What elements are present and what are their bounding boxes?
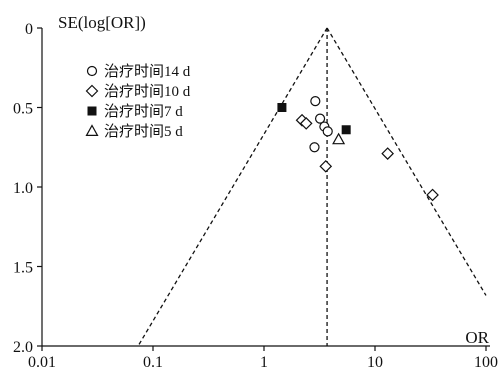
legend-marker <box>85 124 99 136</box>
funnel-right-limit <box>326 27 487 296</box>
x-tick-label: 0.01 <box>28 354 56 371</box>
x-tick-label: 100 <box>474 354 498 371</box>
y-axis-label: SE(log[OR]) <box>58 13 146 32</box>
data-point <box>322 126 333 137</box>
legend-label: 治疗时间14 d <box>104 63 191 80</box>
data-point <box>314 113 326 124</box>
legend-marker <box>87 106 97 116</box>
y-tick-label: 2.0 <box>13 339 33 356</box>
data-point <box>381 147 394 160</box>
y-tick-label: 1.0 <box>13 180 33 197</box>
legend-label: 治疗时间7 d <box>104 103 183 120</box>
data-point <box>341 125 351 135</box>
data-point <box>309 142 320 153</box>
legend-marker <box>85 84 99 98</box>
data-point <box>332 132 346 145</box>
data-point <box>277 103 287 112</box>
legend-marker <box>86 65 98 77</box>
x-tick-label: 0.1 <box>143 354 163 371</box>
y-tick-label: 1.5 <box>13 260 33 277</box>
x-axis-label: OR <box>465 328 489 347</box>
y-tick-label: 0 <box>25 21 33 38</box>
data-point <box>319 159 333 173</box>
y-tick-label: 0.5 <box>13 101 33 118</box>
x-tick-label: 10 <box>367 354 383 371</box>
legend-label: 治疗时间5 d <box>104 123 183 140</box>
data-point <box>426 188 439 202</box>
x-tick-label: 1 <box>260 354 268 371</box>
data-point <box>310 96 321 107</box>
legend-label: 治疗时间10 d <box>104 83 191 100</box>
funnel-left-limit <box>137 27 328 347</box>
data-point <box>299 117 313 130</box>
